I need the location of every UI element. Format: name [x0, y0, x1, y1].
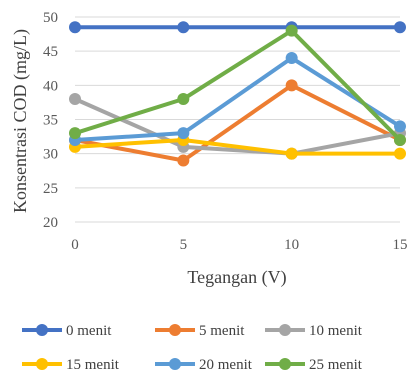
series-line — [74, 56, 402, 142]
y-tick-label: 20 — [43, 215, 58, 231]
data-point — [69, 127, 81, 140]
data-point — [177, 154, 190, 167]
y-tick-label: 45 — [43, 44, 58, 60]
series-25-menit — [69, 24, 406, 146]
series-line — [74, 97, 401, 156]
legend-marker — [279, 324, 291, 336]
data-point — [69, 93, 81, 105]
data-point — [394, 134, 406, 146]
legend-label: 20 menit — [199, 357, 253, 373]
y-axis-title: Konsentrasi COD (mg/L) — [10, 29, 31, 213]
legend-marker — [36, 358, 48, 370]
y-tick-label: 35 — [43, 113, 58, 129]
legend-item: 5 menit — [155, 323, 245, 339]
series-line — [74, 83, 401, 163]
legend-item: 20 menit — [155, 357, 253, 373]
data-point — [177, 93, 190, 105]
x-tick-labels: 0 5 10 15 — [71, 237, 407, 253]
legend-item: 15 menit — [22, 357, 120, 373]
y-tick-labels: 20 25 30 35 40 45 50 — [43, 10, 58, 231]
x-tick-label: 10 — [284, 237, 299, 253]
series-line — [74, 138, 400, 156]
legend-item: 10 menit — [265, 323, 363, 339]
y-tick-label: 25 — [43, 181, 58, 197]
data-point — [394, 120, 406, 133]
legend-marker — [279, 358, 291, 370]
data-point — [285, 147, 298, 160]
legend-label: 10 menit — [309, 323, 363, 339]
data-point — [69, 21, 81, 34]
legend-marker — [36, 324, 48, 336]
y-tick-label: 30 — [43, 147, 58, 163]
data-point — [177, 21, 190, 34]
x-axis-title: Tegangan (V) — [187, 267, 286, 288]
legend-label: 0 menit — [66, 323, 112, 339]
x-tick-label: 5 — [180, 237, 188, 253]
legend: 0 menit 5 menit 10 menit 15 menit 20 menit 25… — [22, 323, 363, 373]
data-point — [285, 79, 298, 92]
legend-marker — [169, 324, 181, 336]
legend-label: 15 menit — [66, 357, 120, 373]
data-point — [394, 21, 406, 34]
data-point — [394, 147, 406, 160]
series-20-menit — [69, 52, 406, 146]
series-15-menit — [69, 134, 406, 160]
gridlines — [75, 16, 400, 223]
legend-item: 25 menit — [265, 357, 363, 373]
data-point — [285, 52, 298, 64]
x-tick-label: 15 — [393, 237, 408, 253]
y-tick-label: 50 — [43, 10, 58, 26]
legend-label: 5 menit — [199, 323, 245, 339]
y-tick-label: 40 — [43, 78, 58, 94]
data-point — [285, 24, 298, 37]
legend-marker — [169, 358, 181, 370]
series-line — [74, 28, 402, 142]
series-0-menit — [69, 21, 406, 34]
x-tick-label: 0 — [71, 237, 79, 253]
legend-item: 0 menit — [22, 323, 112, 339]
data-point — [177, 127, 190, 140]
legend-label: 25 menit — [309, 357, 363, 373]
series-lines — [69, 21, 406, 167]
